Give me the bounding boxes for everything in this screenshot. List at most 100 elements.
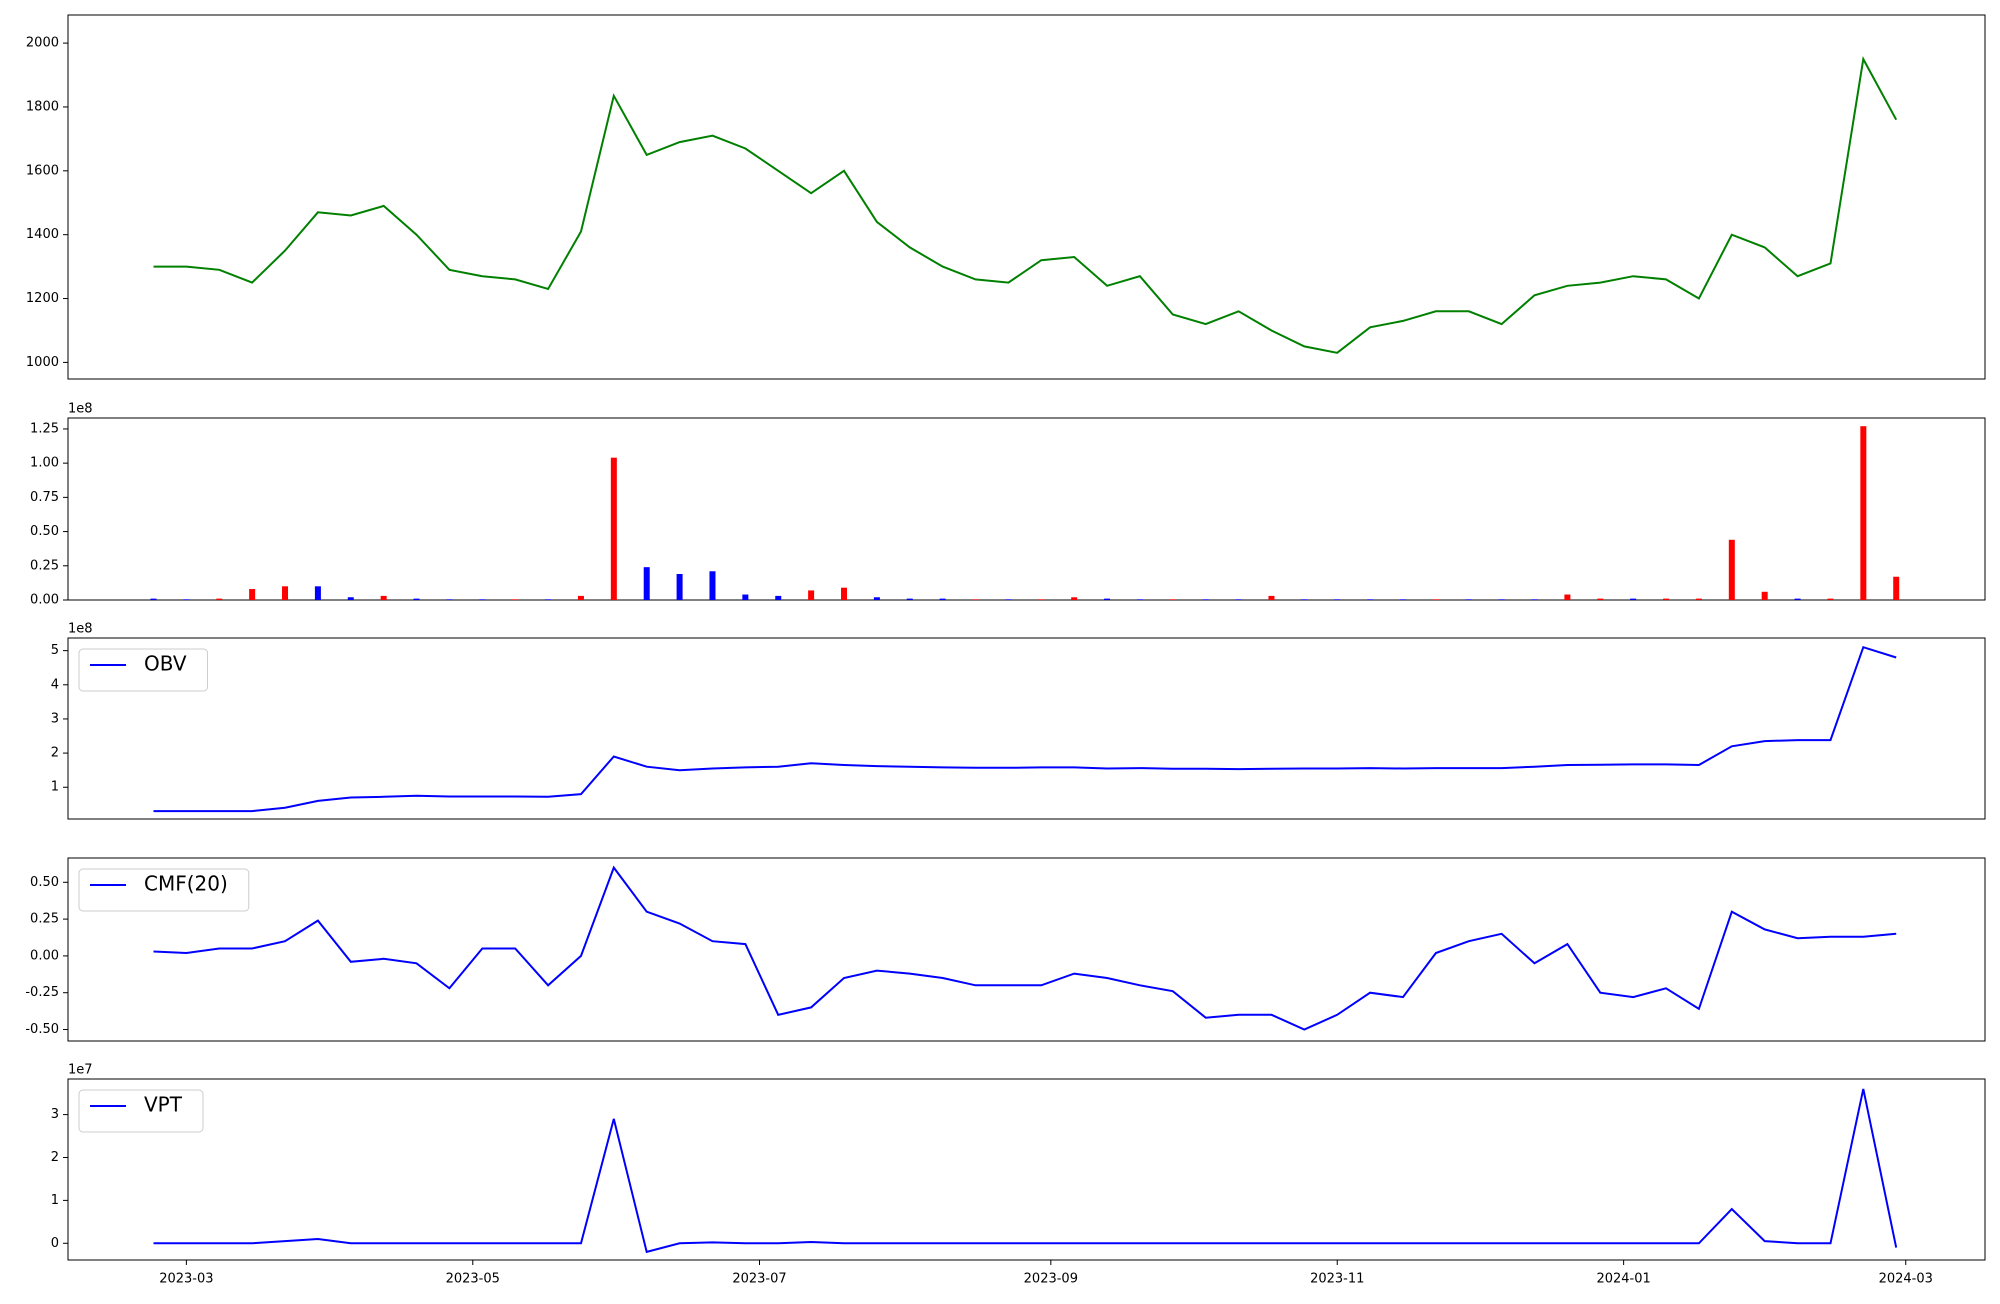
bar xyxy=(1663,598,1670,600)
bar xyxy=(1531,599,1538,600)
bar xyxy=(1334,599,1341,600)
bar xyxy=(808,590,815,600)
x-tick-label: 2023-11 xyxy=(1310,1272,1364,1287)
plot-frame xyxy=(67,14,1986,380)
y-tick-label: 1600 xyxy=(26,163,59,178)
y-tick-label: 0.75 xyxy=(30,490,59,505)
bar xyxy=(775,595,782,600)
bar xyxy=(1399,599,1406,600)
legend-box xyxy=(78,868,250,912)
bar xyxy=(1761,591,1768,600)
y-tick-label: 1 xyxy=(51,780,59,795)
legend-label: CMF(20) xyxy=(144,872,228,896)
bar xyxy=(249,589,256,600)
y-tick-label: 1000 xyxy=(26,355,59,370)
legend-label: OBV xyxy=(144,652,187,676)
y-tick-label: 5 xyxy=(51,643,59,658)
y-tick-label: 0.00 xyxy=(30,593,59,608)
bar xyxy=(1597,598,1604,600)
bar xyxy=(1038,599,1045,600)
y-tick-label: 3 xyxy=(51,1107,59,1122)
bar xyxy=(380,595,387,600)
bar xyxy=(1136,599,1143,600)
bar xyxy=(939,598,946,600)
bar xyxy=(1498,599,1505,600)
x-tick-label: 2024-01 xyxy=(1596,1272,1650,1287)
y-tick-label: 2 xyxy=(51,1150,59,1165)
bar xyxy=(1794,598,1801,600)
bar xyxy=(1169,599,1176,600)
y-tick-label: 0.50 xyxy=(30,875,59,890)
bar xyxy=(1268,595,1275,600)
x-tick-label: 2023-09 xyxy=(1024,1272,1078,1287)
bar xyxy=(873,597,880,600)
y-tick-label: 2000 xyxy=(26,36,59,51)
y-tick-label: 1800 xyxy=(26,99,59,114)
x-tick-label: 2023-05 xyxy=(446,1272,500,1287)
offset-text: 1e8 xyxy=(68,402,93,417)
bar xyxy=(709,571,716,600)
line xyxy=(153,865,1897,1031)
bar xyxy=(1860,426,1867,600)
bar xyxy=(742,594,749,600)
y-tick-label: 1 xyxy=(51,1193,59,1208)
bar xyxy=(314,586,321,600)
bar xyxy=(1104,598,1111,600)
y-tick-label: 4 xyxy=(51,677,59,692)
x-tick-label: 2023-07 xyxy=(732,1272,786,1287)
y-tick-label: 2 xyxy=(51,746,59,761)
bar xyxy=(1630,598,1637,600)
bar xyxy=(577,595,584,600)
legend-label: VPT xyxy=(144,1093,183,1117)
y-tick-label: 1400 xyxy=(26,227,59,242)
bar xyxy=(1695,598,1702,600)
y-tick-label: 1.00 xyxy=(30,456,59,471)
line xyxy=(153,56,1898,354)
bar xyxy=(1367,599,1374,600)
bar xyxy=(1728,539,1735,600)
bar xyxy=(1465,599,1472,600)
bar xyxy=(1202,599,1209,600)
y-tick-label: 0.25 xyxy=(30,558,59,573)
y-tick-label: -0.25 xyxy=(25,985,59,1000)
bar xyxy=(841,587,848,600)
bar xyxy=(216,598,223,600)
bar xyxy=(1564,594,1571,600)
bar xyxy=(479,599,486,600)
x-tick-label: 2023-03 xyxy=(159,1272,213,1287)
bar xyxy=(676,574,683,600)
bar xyxy=(545,599,552,600)
legend-box xyxy=(78,1089,204,1133)
y-tick-label: 3 xyxy=(51,711,59,726)
plot-frame xyxy=(67,417,1986,601)
offset-text: 1e8 xyxy=(68,622,93,637)
y-tick-label: 1200 xyxy=(26,291,59,306)
legend-box xyxy=(78,648,209,692)
bar xyxy=(413,598,420,600)
bar xyxy=(1071,597,1078,600)
bar xyxy=(1432,599,1439,600)
offset-text: 1e7 xyxy=(68,1063,93,1078)
line xyxy=(153,1088,1898,1254)
line xyxy=(153,645,1897,813)
bar xyxy=(972,599,979,600)
bar xyxy=(610,457,617,600)
y-tick-label: 0.00 xyxy=(30,948,59,963)
bar xyxy=(150,598,157,600)
y-tick-label: -0.50 xyxy=(25,1022,59,1037)
bar xyxy=(446,599,453,600)
bar xyxy=(643,567,650,600)
bar xyxy=(183,599,190,600)
bar xyxy=(1235,599,1242,600)
bar xyxy=(512,599,519,600)
x-tick-label: 2024-03 xyxy=(1879,1272,1933,1287)
bar xyxy=(347,597,354,600)
y-tick-label: 1.25 xyxy=(30,421,59,436)
plot-frame xyxy=(67,1078,1986,1261)
plot-frame xyxy=(67,637,1986,820)
bar xyxy=(1893,576,1900,600)
y-tick-label: 0.50 xyxy=(30,524,59,539)
plot-frame xyxy=(67,857,1986,1042)
bar xyxy=(906,598,913,600)
